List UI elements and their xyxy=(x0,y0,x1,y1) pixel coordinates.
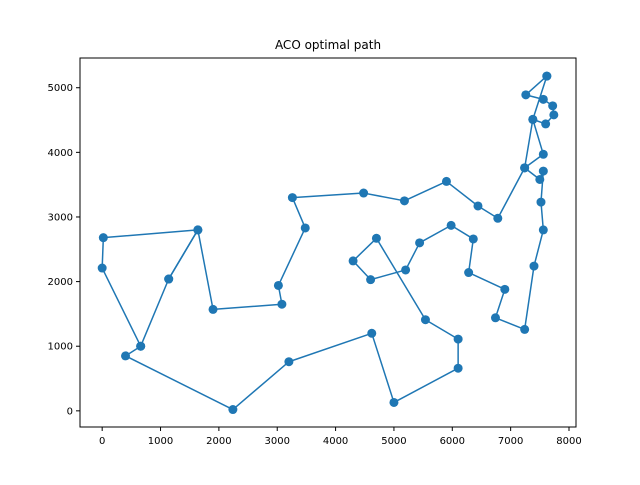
axes: 0 1000 2000 3000 4000 5000 6000 7000 8000 0 1000 20… xyxy=(48,57,582,447)
data-point xyxy=(348,256,358,266)
data-point xyxy=(538,166,548,176)
data-point xyxy=(401,265,411,275)
series-line-0 xyxy=(101,75,555,411)
data-point xyxy=(453,363,463,373)
data-point xyxy=(389,397,399,407)
data-point xyxy=(441,176,451,186)
y-tick-label: 1000 xyxy=(48,342,73,353)
data-point xyxy=(420,315,430,325)
x-tick-label: 4000 xyxy=(323,436,348,447)
x-tick-label: 0 xyxy=(99,436,105,447)
data-point xyxy=(287,193,297,203)
y-tick-label: 5000 xyxy=(48,83,73,94)
data-point xyxy=(538,94,548,104)
data-point xyxy=(97,263,107,273)
data-point xyxy=(538,149,548,159)
y-tick-label: 3000 xyxy=(48,212,73,223)
data-point xyxy=(520,324,530,334)
data-point xyxy=(548,101,558,111)
data-point xyxy=(366,275,376,285)
data-point xyxy=(399,196,409,206)
data-point xyxy=(98,233,108,243)
x-tick-label: 3000 xyxy=(265,436,290,447)
data-point xyxy=(277,299,287,309)
data-point xyxy=(549,110,559,120)
data-point xyxy=(446,220,456,230)
y-tick-label: 0 xyxy=(67,406,73,417)
data-point xyxy=(121,351,131,361)
x-tick-label: 8000 xyxy=(556,436,581,447)
data-point xyxy=(193,225,203,235)
data-point xyxy=(464,268,474,278)
x-tick-label: 5000 xyxy=(381,436,406,447)
data-point xyxy=(359,188,369,198)
data-point xyxy=(300,223,310,233)
data-point xyxy=(538,225,548,235)
data-point xyxy=(453,334,463,344)
data-point xyxy=(371,233,381,243)
data-point xyxy=(528,114,538,124)
x-tick-label: 1000 xyxy=(148,436,173,447)
x-tick-label: 7000 xyxy=(498,436,523,447)
data-point xyxy=(521,90,531,100)
chart-title: ACO optimal path xyxy=(275,38,381,52)
axes-frame xyxy=(79,57,577,428)
data-point xyxy=(520,163,530,173)
data-point xyxy=(415,238,425,248)
data-point xyxy=(536,197,546,207)
data-point xyxy=(468,234,478,244)
data-point xyxy=(473,201,483,211)
plot-area xyxy=(97,71,559,415)
data-point xyxy=(367,328,377,338)
data-point xyxy=(529,261,539,271)
data-point xyxy=(273,280,283,290)
y-tick-label: 2000 xyxy=(48,277,73,288)
data-point xyxy=(541,119,551,129)
data-point xyxy=(284,357,294,367)
x-tick-label: 6000 xyxy=(440,436,465,447)
data-point xyxy=(228,405,238,415)
data-point xyxy=(490,313,500,323)
data-point xyxy=(500,284,510,294)
y-tick-label: 4000 xyxy=(48,148,73,159)
data-point xyxy=(493,213,503,223)
data-point xyxy=(208,304,218,314)
data-point xyxy=(535,174,545,184)
x-tick-label: 2000 xyxy=(206,436,231,447)
data-point xyxy=(164,274,174,284)
data-point xyxy=(136,341,146,351)
data-point xyxy=(542,71,552,81)
series-line-1 xyxy=(168,75,548,311)
